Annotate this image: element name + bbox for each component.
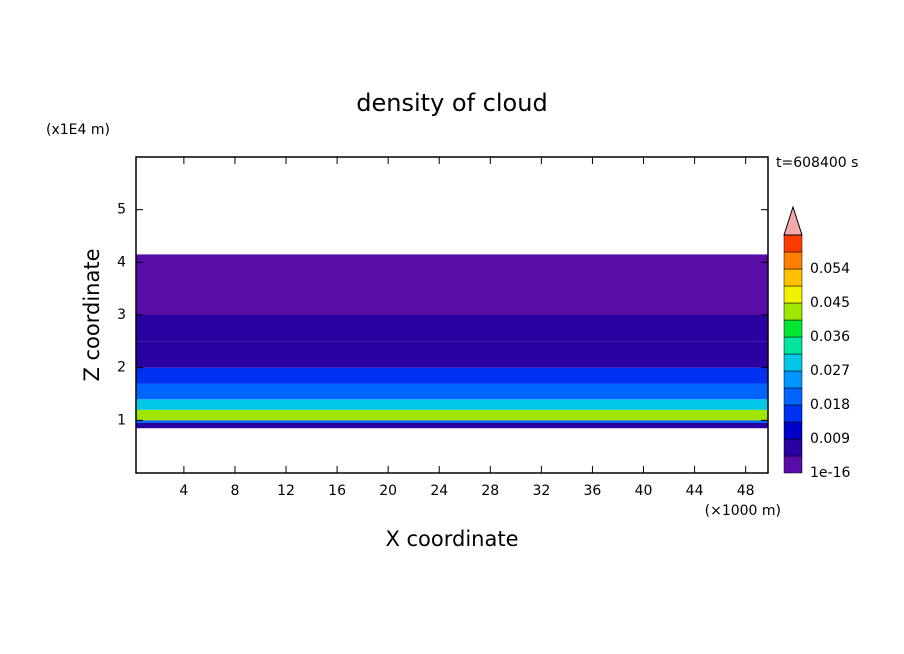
colorbar-box bbox=[783, 370, 803, 389]
x-tick-label: 12 bbox=[277, 483, 295, 499]
density-layer bbox=[136, 315, 768, 342]
colorbar-box bbox=[783, 251, 803, 270]
x-tick-label: 16 bbox=[328, 483, 346, 499]
x-tick-label: 28 bbox=[481, 483, 499, 499]
y-tick-label: 3 bbox=[117, 307, 126, 323]
x-axis-label: X coordinate bbox=[385, 527, 518, 551]
colorbar-label: 0.009 bbox=[810, 431, 850, 447]
colorbar-label: 0.054 bbox=[810, 261, 850, 277]
colorbar-label: 0.045 bbox=[810, 295, 850, 311]
x-tick-label: 20 bbox=[379, 483, 397, 499]
y-tick-label: 5 bbox=[117, 202, 126, 218]
colorbar-box bbox=[783, 404, 803, 423]
y-tick-label: 4 bbox=[117, 254, 126, 270]
x-tick-label: 8 bbox=[230, 483, 239, 499]
colorbar-over bbox=[783, 205, 803, 236]
time-label: t=608400 s bbox=[776, 155, 858, 171]
density-layer bbox=[136, 367, 768, 384]
density-layer bbox=[136, 399, 768, 410]
x-tick-label: 24 bbox=[430, 483, 448, 499]
x-tick-label: 48 bbox=[737, 483, 755, 499]
x-unit: (×1000 m) bbox=[705, 503, 781, 519]
x-tick-label: 44 bbox=[686, 483, 704, 499]
y-tick-label: 1 bbox=[117, 412, 126, 428]
colorbar-box bbox=[783, 353, 803, 372]
x-tick-label: 32 bbox=[532, 483, 550, 499]
colorbar-box bbox=[783, 319, 803, 338]
colorbar-label: 0.027 bbox=[810, 363, 850, 379]
x-tick-label: 40 bbox=[635, 483, 653, 499]
colorbar-box bbox=[783, 302, 803, 321]
density-layer bbox=[136, 420, 768, 423]
colorbar-box bbox=[783, 268, 803, 287]
density-layer bbox=[136, 409, 768, 421]
y-axis-label: Z coordinate bbox=[80, 248, 104, 381]
chart-title: density of cloud bbox=[356, 89, 547, 117]
colorbar-box bbox=[783, 438, 803, 457]
x-tick-label: 4 bbox=[179, 483, 188, 499]
colorbar-box bbox=[783, 421, 803, 440]
colorbar-box bbox=[783, 336, 803, 355]
colorbar-label: 1e-16 bbox=[810, 465, 850, 481]
x-tick-label: 36 bbox=[584, 483, 602, 499]
colorbar-box bbox=[783, 387, 803, 406]
density-layer bbox=[136, 341, 768, 368]
colorbar-box bbox=[783, 455, 803, 474]
y-tick-label: 2 bbox=[117, 360, 126, 376]
density-layer bbox=[136, 383, 768, 400]
colorbar-box bbox=[783, 234, 803, 253]
colorbar-label: 0.018 bbox=[810, 397, 850, 413]
colorbar-box bbox=[783, 285, 803, 304]
colorbar-label: 0.036 bbox=[810, 329, 850, 345]
density-layer bbox=[136, 422, 768, 429]
density-layer bbox=[136, 254, 768, 315]
y-unit: (x1E4 m) bbox=[46, 122, 110, 138]
